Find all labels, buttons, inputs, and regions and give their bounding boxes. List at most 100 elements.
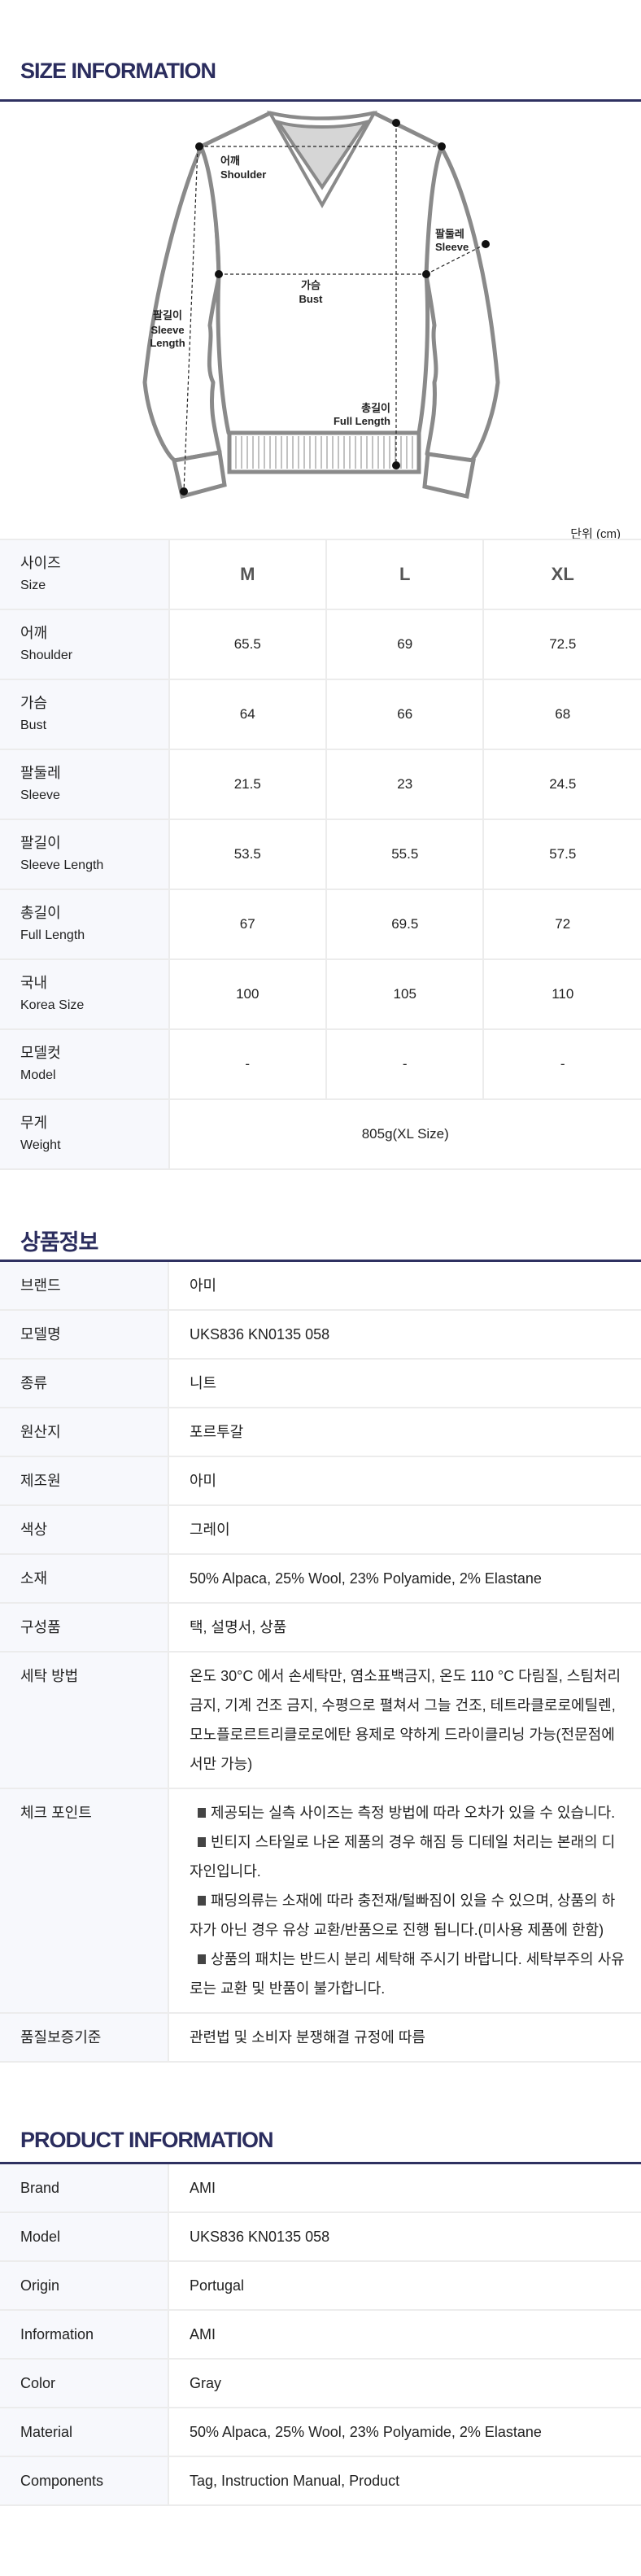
size-row: 국내 Korea Size 100 105 110 xyxy=(0,959,641,1030)
label-sleeve-kr: 팔둘레 xyxy=(435,228,464,240)
row-label-kr: 팔둘레 xyxy=(20,765,61,781)
row-label-en: Sleeve xyxy=(20,788,60,802)
row-label-kr: 모델컷 xyxy=(20,1045,61,1061)
size-m: M xyxy=(168,539,328,610)
label-sleeve-length-kr: 팔길이 xyxy=(153,309,182,321)
info-label: Components xyxy=(0,2456,169,2506)
square-bullet-icon xyxy=(198,1896,206,1906)
info-label: 원산지 xyxy=(0,1408,169,1457)
label-sleeve-length-en2: Length xyxy=(150,337,185,349)
info-label: 브랜드 xyxy=(0,1262,169,1311)
info-value: 아미 xyxy=(168,1456,641,1506)
info-row: 브랜드 아미 xyxy=(0,1262,641,1311)
square-bullet-icon xyxy=(198,1808,206,1818)
size-row: 총길이 Full Length 67 69.5 72 xyxy=(0,889,641,960)
info-label: Brand xyxy=(0,2164,169,2213)
row-label-kr: 어깨 xyxy=(20,625,48,641)
info-row: 소재 50% Alpaca, 25% Wool, 23% Polyamide, 2… xyxy=(0,1554,641,1604)
info-value: Gray xyxy=(168,2359,641,2408)
check-point-item: 빈티지 스타일로 나온 제품의 경우 해짐 등 디테일 처리는 본래의 디자인입… xyxy=(190,1834,616,1880)
info-value: 니트 xyxy=(168,1359,641,1408)
divider xyxy=(0,99,641,102)
size-value: 100 xyxy=(168,959,328,1030)
kr-info-title: 상품정보 xyxy=(20,1230,98,1255)
size-row: 모델컷 Model - - - xyxy=(0,1029,641,1100)
info-row: 품질보증기준 관련법 및 소비자 분쟁해결 규정에 따름 xyxy=(0,2013,641,2063)
info-row: 모델명 UKS836 KN0135 058 xyxy=(0,1310,641,1360)
info-row: Origin Portugal xyxy=(0,2261,641,2311)
info-value: 그레이 xyxy=(168,1505,641,1555)
info-value: 50% Alpaca, 25% Wool, 23% Polyamide, 2% … xyxy=(168,2408,641,2457)
label-sleeve-en: Sleeve xyxy=(435,241,469,253)
info-row: 체크 포인트 제공되는 실측 사이즈는 측정 방법에 따라 오차가 있을 수 있습… xyxy=(0,1788,641,2014)
info-value: AMI xyxy=(168,2164,641,2213)
info-row: Color Gray xyxy=(0,2359,641,2408)
info-row: 색상 그레이 xyxy=(0,1505,641,1555)
size-value: 67 xyxy=(168,889,328,960)
size-row: 가슴 Bust 64 66 68 xyxy=(0,679,641,750)
info-label: Material xyxy=(0,2408,169,2457)
size-value: 68 xyxy=(483,679,641,750)
weight-value: 805g(XL Size) xyxy=(168,1099,641,1170)
info-value: 관련법 및 소비자 분쟁해결 규정에 따름 xyxy=(168,2013,641,2063)
info-value: 포르투갈 xyxy=(168,1408,641,1457)
info-label: 구성품 xyxy=(0,1603,169,1653)
size-value: 72 xyxy=(483,889,641,960)
info-value: AMI xyxy=(168,2310,641,2360)
info-label: 소재 xyxy=(0,1554,169,1604)
size-value: 69.5 xyxy=(326,889,485,960)
info-label: 품질보증기준 xyxy=(0,2013,169,2063)
info-value: 아미 xyxy=(168,1262,641,1311)
square-bullet-icon xyxy=(198,1954,206,1964)
size-table: 사이즈 Size M L XL 어깨 Shoulder 65.5 69 72.5 가슴 Bus… xyxy=(0,539,641,1170)
label-bust-kr: 가슴 xyxy=(301,279,320,291)
unit-label: 단위 (cm) xyxy=(570,527,621,541)
weight-row: 무게 Weight 805g(XL Size) xyxy=(0,1099,641,1170)
size-value: 110 xyxy=(483,959,641,1030)
info-value: Tag, Instruction Manual, Product xyxy=(168,2456,641,2506)
info-label: 색상 xyxy=(0,1505,169,1555)
row-label-en: Korea Size xyxy=(20,998,85,1012)
size-value: 65.5 xyxy=(168,609,328,680)
info-label: Color xyxy=(0,2359,169,2408)
size-value: 105 xyxy=(326,959,485,1030)
info-row: 제조원 아미 xyxy=(0,1456,641,1506)
hem-rib xyxy=(227,430,421,474)
row-label-kr: 국내 xyxy=(20,975,48,991)
size-value: 64 xyxy=(168,679,328,750)
label-bust-en: Bust xyxy=(299,293,324,305)
info-row: Material 50% Alpaca, 25% Wool, 23% Polyam… xyxy=(0,2408,641,2457)
size-value: 53.5 xyxy=(168,819,328,890)
divider xyxy=(0,2162,641,2164)
check-point-item: 상품의 패치는 반드시 분리 세탁해 주시기 바랍니다. 세탁부주의 사유로는 … xyxy=(190,1951,625,1997)
size-value: 21.5 xyxy=(168,749,328,820)
info-label: 모델명 xyxy=(0,1310,169,1360)
info-row: Components Tag, Instruction Manual, Produ… xyxy=(0,2456,641,2506)
right-cuff xyxy=(422,452,476,500)
size-value: 23 xyxy=(326,749,485,820)
row-label-kr: 팔길이 xyxy=(20,835,61,851)
size-xl: XL xyxy=(483,539,641,610)
info-value: 온도 30°C 에서 손세탁만, 염소표백금지, 온도 110 °C 다림질, … xyxy=(168,1652,641,1789)
info-row: 세탁 방법 온도 30°C 에서 손세탁만, 염소표백금지, 온도 110 °C … xyxy=(0,1652,641,1789)
size-value: 24.5 xyxy=(483,749,641,820)
info-label: Model xyxy=(0,2212,169,2262)
size-value: - xyxy=(326,1029,485,1100)
info-value: 택, 설명서, 상품 xyxy=(168,1603,641,1653)
size-header-row: 사이즈 Size M L XL xyxy=(0,539,641,610)
size-row: 어깨 Shoulder 65.5 69 72.5 xyxy=(0,609,641,680)
info-row: 원산지 포르투갈 xyxy=(0,1408,641,1457)
info-row: Brand AMI xyxy=(0,2164,641,2213)
header-kr: 사이즈 xyxy=(20,555,61,571)
size-l: L xyxy=(326,539,485,610)
kr-info-table: 브랜드 아미 모델명 UKS836 KN0135 058 종류 니트 원산지 포르투갈 제조원 아… xyxy=(0,1262,641,2063)
neck-inner xyxy=(274,119,370,190)
info-label: 체크 포인트 xyxy=(0,1788,169,2014)
size-row: 팔둘레 Sleeve 21.5 23 24.5 xyxy=(0,749,641,820)
row-label-en: Weight xyxy=(20,1138,61,1152)
info-label: Information xyxy=(0,2310,169,2360)
label-shoulder-kr: 어깨 xyxy=(220,155,240,167)
info-value: 50% Alpaca, 25% Wool, 23% Polyamide, 2% … xyxy=(168,1554,641,1604)
en-info-table: Brand AMI Model UKS836 KN0135 058 Origin Port… xyxy=(0,2164,641,2506)
row-label-kr: 총길이 xyxy=(20,905,61,921)
